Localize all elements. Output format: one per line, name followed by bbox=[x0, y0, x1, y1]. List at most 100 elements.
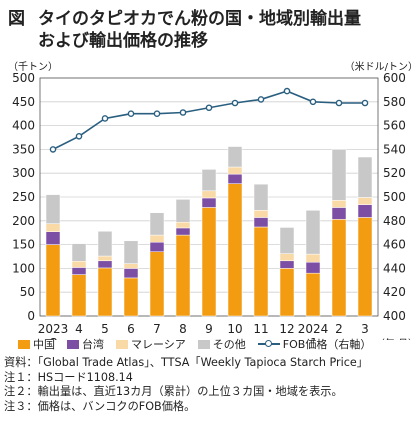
legend-label-malaysia: マレーシア bbox=[131, 338, 186, 351]
fob-price-point bbox=[361, 99, 369, 107]
x-axis-tick-label: 8 bbox=[179, 322, 187, 336]
x-axis-tick-label: 5 bbox=[101, 322, 109, 336]
fob-price-point bbox=[257, 96, 265, 103]
left-axis-tick-label: 250 bbox=[12, 190, 35, 204]
bar-segment-4 bbox=[331, 149, 347, 201]
fob-price-point bbox=[49, 146, 57, 153]
bar-segment-2 bbox=[253, 217, 269, 228]
bar-segment-3 bbox=[279, 253, 295, 262]
chart-legend: 中国 台湾 マレーシア その他 FOB価格（右軸） bbox=[18, 336, 418, 352]
legend-label-china: 中国 bbox=[33, 338, 55, 351]
fob-price-point bbox=[309, 98, 317, 106]
left-axis-tick-label: 200 bbox=[12, 214, 35, 228]
bar-segment-1 bbox=[253, 226, 269, 317]
bar-segment-1 bbox=[227, 183, 243, 317]
right-axis-tick-label: 500 bbox=[383, 190, 406, 204]
notes-block: 資料：「Global Trade Atlas」、TTSA「Weekly Tapi… bbox=[4, 356, 418, 414]
left-axis-tick-label: 50 bbox=[20, 285, 35, 299]
bar-segment-1 bbox=[71, 274, 87, 317]
note-1: 注１：HSコード1108.14 bbox=[4, 370, 133, 384]
bar-segment-2 bbox=[97, 260, 113, 269]
bar-segment-4 bbox=[279, 227, 295, 254]
bar-segment-2 bbox=[357, 204, 373, 218]
bar-segment-1 bbox=[279, 268, 295, 317]
x-axis-tick-label: 9 bbox=[205, 322, 213, 336]
note-3: 注３：価格は、バンコクのFOB価格。 bbox=[4, 399, 196, 413]
fob-price-point bbox=[179, 109, 187, 116]
legend-swatch-china bbox=[18, 339, 30, 349]
bar-segment-3 bbox=[331, 200, 347, 208]
bar-segment-4 bbox=[253, 183, 269, 211]
bar-segment-4 bbox=[175, 199, 191, 223]
left-axis-tick-label: 450 bbox=[12, 95, 35, 109]
bar-segment-2 bbox=[149, 241, 165, 252]
left-axis-tick-label: 350 bbox=[12, 142, 35, 156]
bar-segment-2 bbox=[123, 268, 139, 279]
x-axis-tick-label: 2023 bbox=[38, 322, 69, 336]
bar-segment-3 bbox=[123, 263, 139, 269]
bar-segment-1 bbox=[123, 277, 139, 317]
bar-segment-3 bbox=[201, 190, 217, 199]
bar-segment-4 bbox=[97, 231, 113, 257]
right-axis-tick-label: 540 bbox=[383, 142, 406, 156]
x-axis-tick-label: 10 bbox=[227, 322, 242, 336]
bar-segment-2 bbox=[331, 207, 347, 220]
right-axis-unit: （米ドル/トン） bbox=[345, 60, 418, 73]
x-axis-tick-label: 6 bbox=[127, 322, 135, 336]
legend-label-others: その他 bbox=[212, 338, 246, 351]
legend-item-others: その他 bbox=[197, 336, 246, 352]
left-axis-tick-label: 300 bbox=[12, 166, 35, 180]
left-axis-tick-label: 0 bbox=[27, 309, 35, 323]
fob-price-point bbox=[231, 99, 239, 107]
right-axis-tick-label: 400 bbox=[383, 309, 406, 323]
bar-segment-2 bbox=[279, 260, 295, 269]
bar-segment-1 bbox=[97, 267, 113, 317]
left-axis-tick-label: 100 bbox=[12, 261, 35, 275]
fob-price-point bbox=[283, 87, 291, 95]
bar-segment-4 bbox=[149, 212, 165, 236]
bar-segment-1 bbox=[45, 244, 61, 317]
bar-segment-3 bbox=[45, 223, 61, 232]
bar-segment-2 bbox=[227, 173, 243, 184]
bar-segment-2 bbox=[175, 227, 191, 236]
bar-segment-1 bbox=[305, 272, 321, 317]
x-axis-tick-label: 2024 bbox=[298, 322, 329, 336]
legend-item-taiwan: 台湾 bbox=[67, 336, 104, 352]
note-source: 資料：「Global Trade Atlas」、TTSA「Weekly Tapi… bbox=[4, 356, 368, 369]
figure-label: 図 bbox=[8, 9, 25, 29]
chart-title: タイのタピオカでん粉の国・地域別輸出量 bbox=[38, 9, 361, 29]
bar-segment-1 bbox=[175, 234, 191, 317]
left-axis-tick-label: 150 bbox=[12, 238, 35, 252]
bar-segment-3 bbox=[149, 234, 165, 243]
bar-segment-3 bbox=[175, 221, 191, 229]
fob-price-point bbox=[101, 115, 109, 122]
x-axis-tick-label: 12 bbox=[279, 322, 294, 336]
right-axis-tick-label: 580 bbox=[383, 95, 406, 109]
legend-line-marker bbox=[257, 339, 280, 349]
chart-subtitle: および輸出価格の推移 bbox=[38, 31, 208, 51]
bar-segment-4 bbox=[227, 146, 243, 168]
bar-segment-4 bbox=[357, 156, 373, 198]
bar-segment-4 bbox=[45, 194, 61, 224]
x-axis-tick-sublabel: .1 bbox=[306, 336, 317, 340]
right-axis-tick-label: 560 bbox=[383, 119, 406, 133]
left-axis-unit: （千トン） bbox=[8, 61, 58, 73]
legend-item-fob-price: FOB価格（右軸） bbox=[257, 336, 372, 352]
x-axis-tick-label: 7 bbox=[153, 322, 161, 336]
bar-segment-3 bbox=[71, 261, 87, 268]
x-axis-tick-label: 2 bbox=[335, 322, 343, 336]
right-axis-tick-label: 600 bbox=[383, 71, 406, 85]
legend-swatch-malaysia bbox=[116, 339, 128, 349]
figure-title-block: 図 タイのタピオカでん粉の国・地域別輸出量 および輸出価格の推移 bbox=[8, 4, 418, 52]
left-axis-tick-label: 500 bbox=[12, 71, 35, 85]
left-axis-tick-label: 400 bbox=[12, 119, 35, 133]
right-axis-tick-label: 420 bbox=[383, 285, 406, 299]
chart-plot: 0 50 100 150 200 250 300 350 400 450 500 400 420 440 4… bbox=[8, 60, 418, 340]
bar-segment-1 bbox=[331, 219, 347, 317]
bar-segment-3 bbox=[227, 166, 243, 175]
bar-segment-3 bbox=[97, 255, 113, 262]
bar-segment-3 bbox=[357, 197, 373, 205]
bar-segment-4 bbox=[305, 210, 321, 255]
legend-label-fob-price: FOB価格（右軸） bbox=[282, 338, 372, 351]
right-axis-tick-label: 460 bbox=[383, 238, 406, 252]
